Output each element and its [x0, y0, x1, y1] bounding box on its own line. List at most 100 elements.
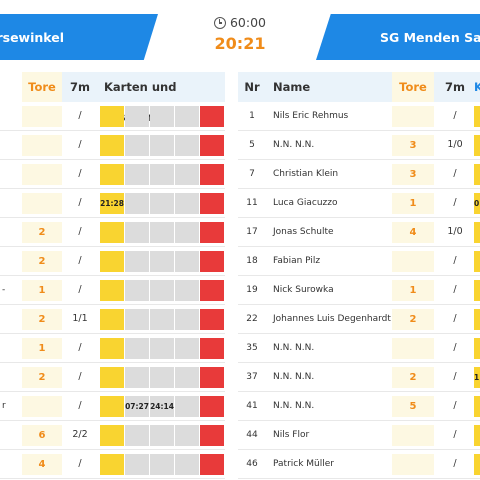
home-player-name-fragment [2, 189, 18, 217]
away-player-goals [392, 106, 434, 127]
home-player-row: 1/ [0, 334, 225, 363]
yellow-card-slot [100, 454, 124, 475]
yellow-card-slot [100, 280, 124, 301]
away-nr-header: Nr [244, 80, 260, 94]
penalty-slot-1 [125, 222, 149, 243]
away-player-name: Jonas Schulte [273, 227, 334, 237]
home-team-banner[interactable]: ersewinkel [0, 14, 158, 60]
home-player-row: / [0, 131, 225, 160]
yellow-card-slot [474, 454, 480, 475]
home-player-7m: / [78, 197, 82, 208]
home-player-row: 2/ [0, 247, 225, 276]
away-player-number: 7 [249, 169, 255, 179]
away-player-row: 35 N.N. N.N. / [238, 334, 480, 363]
home-7m-header: 7m [70, 80, 90, 94]
away-player-number: 35 [246, 343, 258, 353]
penalty-slot-1 [125, 454, 149, 475]
home-player-name-fragment [2, 305, 18, 333]
away-player-name: Nick Surowka [273, 285, 334, 295]
red-card-slot [200, 280, 224, 301]
penalty-slot-1 [125, 367, 149, 388]
home-player-row: / 21:28 [0, 189, 225, 218]
away-player-7m: / [453, 255, 457, 266]
home-player-goals: 2 [22, 367, 62, 388]
home-player-goals [22, 396, 62, 417]
away-player-row: 11 Luca Giacuzzo 1 / 0 [238, 189, 480, 218]
away-7m-header: 7m [445, 80, 465, 94]
home-player-row: 6 2/2 [0, 421, 225, 450]
away-player-name: Nils Flor [273, 430, 310, 440]
away-player-goals [392, 454, 434, 475]
yellow-card-slot [100, 309, 124, 330]
yellow-card-slot [100, 338, 124, 359]
yellow-card-slot [100, 367, 124, 388]
away-player-row: 46 Patrick Müller / [238, 450, 480, 479]
home-player-row: 4/ [0, 450, 225, 479]
home-team-name: ersewinkel [0, 29, 65, 45]
home-player-name-fragment [2, 450, 18, 478]
away-player-goals: 5 [392, 396, 434, 417]
away-player-7m: / [453, 168, 457, 179]
yellow-card-slot [100, 396, 124, 417]
yellow-card-slot [474, 106, 480, 127]
away-player-7m: / [453, 371, 457, 382]
away-player-number: 22 [246, 314, 258, 324]
home-player-7m: / [78, 226, 82, 237]
penalty-slot-3 [175, 222, 199, 243]
red-card-slot [200, 396, 224, 417]
red-card-slot [200, 222, 224, 243]
yellow-card-slot [474, 338, 480, 359]
home-player-goals: 2 [22, 309, 62, 330]
away-player-number: 11 [246, 198, 258, 208]
away-player-7m: / [453, 458, 457, 469]
penalty-slot-3 [175, 367, 199, 388]
home-player-name-fragment: r [2, 401, 6, 411]
away-player-7m: 1/0 [447, 226, 463, 237]
home-player-name-fragment: - [2, 285, 6, 295]
home-player-goals: 1 [22, 338, 62, 359]
penalty-slot-3 [175, 135, 199, 156]
home-goals-header: Tore [28, 80, 56, 94]
away-player-number: 5 [249, 140, 255, 150]
game-clock: 60:00 20:21 [190, 15, 290, 53]
away-player-goals: 1 [392, 280, 434, 301]
red-card-slot [200, 425, 224, 446]
penalty-slot-1 [125, 251, 149, 272]
away-player-7m: / [453, 429, 457, 440]
penalty-slot-3 [175, 454, 199, 475]
away-goals-header: Tore [399, 80, 427, 94]
clock-icon [213, 16, 226, 29]
away-player-number: 46 [246, 459, 258, 469]
home-player-7m: 2/2 [72, 429, 88, 440]
yellow-card-slot [100, 164, 124, 185]
away-name-header: Name [273, 80, 311, 94]
penalty-slot-2 [150, 222, 174, 243]
away-player-name: Luca Giacuzzo [273, 198, 338, 208]
penalty-slot-3 [175, 425, 199, 446]
penalty-slot-3 [175, 396, 199, 417]
away-player-goals [392, 425, 434, 446]
red-card-slot [200, 164, 224, 185]
away-player-name: N.N. N.N. [273, 401, 315, 411]
away-player-name: Christian Klein [273, 169, 339, 179]
away-player-name: Fabian Pilz [273, 256, 321, 266]
home-player-7m: / [78, 342, 82, 353]
penalty-slot-2 [150, 106, 174, 127]
away-player-goals: 2 [392, 309, 434, 330]
away-player-goals: 3 [392, 135, 434, 156]
home-player-name-fragment [2, 334, 18, 362]
penalty-slot-3 [175, 309, 199, 330]
red-card-slot [200, 135, 224, 156]
yellow-card-slot [100, 222, 124, 243]
red-card-slot [200, 193, 224, 214]
away-player-number: 18 [246, 256, 258, 266]
away-player-goals: 4 [392, 222, 434, 243]
yellow-card-slot: 21:28 [100, 193, 124, 214]
home-player-7m: / [78, 139, 82, 150]
penalty-slot-2: 24:14 [150, 396, 174, 417]
penalty-slot-2 [150, 425, 174, 446]
away-team-banner[interactable]: SG Menden Saue [316, 14, 480, 60]
away-table-header: Nr Name Tore 7m K [238, 72, 480, 102]
penalty-slot-3 [175, 338, 199, 359]
